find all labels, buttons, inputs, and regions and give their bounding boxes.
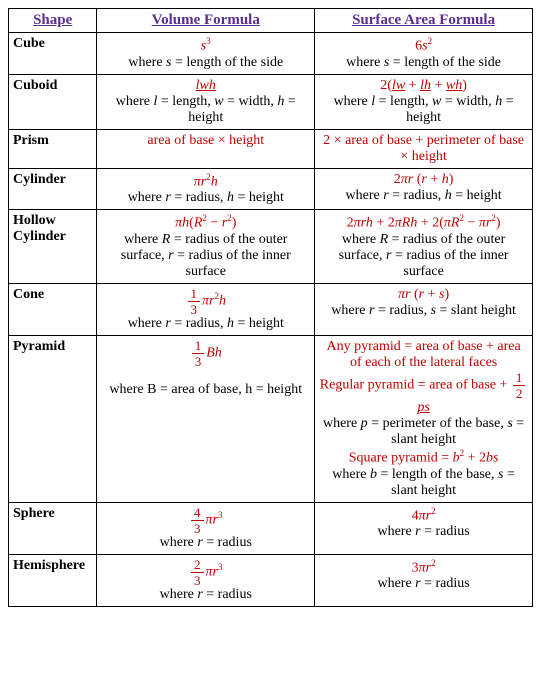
volume-desc: where s = length of the side: [101, 55, 310, 71]
surface-cell: 2πrh + 2πRh + 2(πR2 − πr2) where R = rad…: [315, 210, 533, 284]
surface-desc: where R = radius of the outer surface, r…: [319, 232, 528, 280]
table-header-row: Shape Volume Formula Surface Area Formul…: [9, 9, 533, 33]
surface-square: Square pyramid = b2 + 2bs: [319, 448, 528, 467]
surface-formula: 2(lw + lh + wh): [319, 78, 528, 94]
volume-formula: 23πr3: [101, 558, 310, 587]
shape-name: Cuboid: [9, 74, 97, 129]
row-cuboid: Cuboid lwh where l = length, w = width, …: [9, 74, 533, 129]
surface-cell: 2πr (r + h) where r = radius, h = height: [315, 168, 533, 210]
formula-table: Shape Volume Formula Surface Area Formul…: [8, 8, 533, 607]
surface-formula: 3πr2: [319, 558, 528, 577]
volume-cell: 13Bh where B = area of base, h = height: [97, 335, 315, 502]
volume-formula: πh(R2 − r2): [101, 213, 310, 232]
volume-cell: 43πr3 where r = radius: [97, 502, 315, 554]
surface-desc: where r = radius, h = height: [319, 188, 528, 204]
shape-name: Sphere: [9, 502, 97, 554]
shape-name: Cylinder: [9, 168, 97, 210]
surface-formula: 4πr2: [319, 506, 528, 525]
header-shape: Shape: [9, 9, 97, 33]
surface-cell: Any pyramid = area of base + area of eac…: [315, 335, 533, 502]
volume-cell: lwh where l = length, w = width, h = hei…: [97, 74, 315, 129]
surface-cell: 3πr2 where r = radius: [315, 554, 533, 606]
volume-cell: s3 where s = length of the side: [97, 33, 315, 75]
header-surface: Surface Area Formula: [315, 9, 533, 33]
volume-cell: 23πr3 where r = radius: [97, 554, 315, 606]
shape-name: Pyramid: [9, 335, 97, 502]
surface-cell: 2 × area of base + perimeter of base × h…: [315, 129, 533, 168]
volume-desc: where l = length, w = width, h = height: [101, 94, 310, 126]
surface-any: Any pyramid = area of base + area of eac…: [319, 339, 528, 371]
volume-cell: area of base × height: [97, 129, 315, 168]
surface-desc1: where p = perimeter of the base, s = sla…: [319, 416, 528, 448]
surface-cell: 2(lw + lh + wh) where l = length, w = wi…: [315, 74, 533, 129]
surface-regular: Regular pyramid = area of base + 12ps: [319, 371, 528, 416]
shape-name: Hemisphere: [9, 554, 97, 606]
row-pyramid: Pyramid 13Bh where B = area of base, h =…: [9, 335, 533, 502]
volume-formula: 43πr3: [101, 506, 310, 535]
header-volume: Volume Formula: [97, 9, 315, 33]
volume-formula: 13πr2h: [101, 287, 310, 316]
surface-formula: 6s2: [319, 36, 528, 55]
volume-desc: where r = radius: [101, 535, 310, 551]
volume-desc: where r = radius, h = height: [101, 190, 310, 206]
row-sphere: Sphere 43πr3 where r = radius 4πr2 where…: [9, 502, 533, 554]
volume-formula: s3: [101, 36, 310, 55]
row-cone: Cone 13πr2h where r = radius, h = height…: [9, 283, 533, 335]
surface-formula: 2 × area of base + perimeter of base × h…: [319, 133, 528, 165]
row-hollow-cylinder: Hollow Cylinder πh(R2 − r2) where R = ra…: [9, 210, 533, 284]
volume-cell: 13πr2h where r = radius, h = height: [97, 283, 315, 335]
shape-name: Cone: [9, 283, 97, 335]
surface-formula: πr (r + s): [319, 287, 528, 303]
volume-cell: πh(R2 − r2) where R = radius of the oute…: [97, 210, 315, 284]
surface-formula: 2πrh + 2πRh + 2(πR2 − πr2): [319, 213, 528, 232]
row-cube: Cube s3 where s = length of the side 6s2…: [9, 33, 533, 75]
volume-desc: where r = radius: [101, 587, 310, 603]
shape-name: Prism: [9, 129, 97, 168]
volume-desc: where r = radius, h = height: [101, 316, 310, 332]
surface-desc: where r = radius, s = slant height: [319, 303, 528, 319]
volume-formula: lwh: [101, 78, 310, 94]
surface-formula: 2πr (r + h): [319, 172, 528, 188]
volume-formula: area of base × height: [101, 133, 310, 149]
shape-name: Cube: [9, 33, 97, 75]
volume-formula: πr2h: [101, 172, 310, 191]
volume-desc: where B = area of base, h = height: [101, 382, 310, 398]
row-hemisphere: Hemisphere 23πr3 where r = radius 3πr2 w…: [9, 554, 533, 606]
surface-cell: 6s2 where s = length of the side: [315, 33, 533, 75]
surface-desc: where s = length of the side: [319, 55, 528, 71]
row-prism: Prism area of base × height 2 × area of …: [9, 129, 533, 168]
surface-desc: where l = length, w = width, h = height: [319, 94, 528, 126]
surface-desc: where r = radius: [319, 576, 528, 592]
volume-formula: 13Bh: [101, 339, 310, 368]
surface-cell: πr (r + s) where r = radius, s = slant h…: [315, 283, 533, 335]
volume-desc: where R = radius of the outer surface, r…: [101, 232, 310, 280]
surface-desc2: where b = length of the base, s = slant …: [319, 467, 528, 499]
surface-cell: 4πr2 where r = radius: [315, 502, 533, 554]
volume-cell: πr2h where r = radius, h = height: [97, 168, 315, 210]
surface-desc: where r = radius: [319, 524, 528, 540]
row-cylinder: Cylinder πr2h where r = radius, h = heig…: [9, 168, 533, 210]
shape-name: Hollow Cylinder: [9, 210, 97, 284]
